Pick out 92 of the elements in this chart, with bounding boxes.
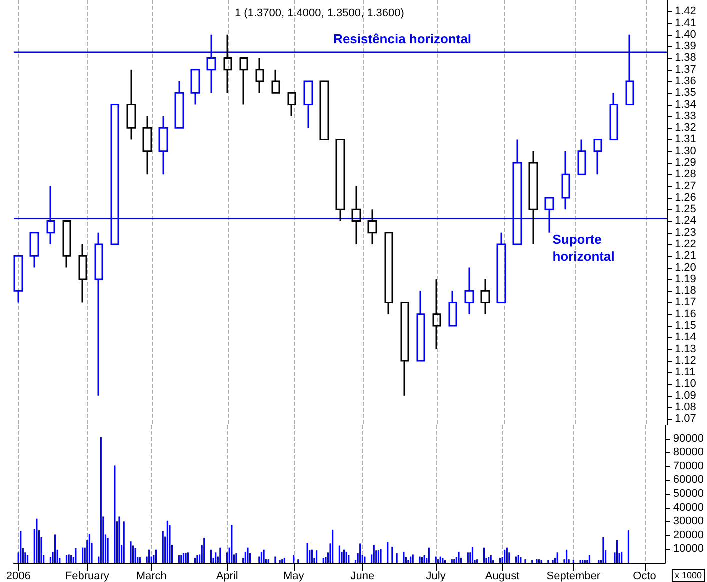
candlestick (94, 232, 104, 397)
y-tick-label: 1.31 (675, 134, 696, 146)
x-tick-label: May (283, 570, 305, 582)
y-tick-label: 1.20 (675, 262, 696, 274)
y-tick-label: 1.34 (675, 98, 696, 111)
candlestick (384, 232, 394, 316)
y-tick-label: 50000 (673, 488, 704, 500)
y-tick-label: 1.25 (675, 204, 696, 216)
candlestick (352, 186, 362, 246)
y-tick-label: 1.07 (675, 413, 696, 426)
y-tick-label: 1.14 (675, 332, 696, 344)
candlestick (174, 80, 184, 129)
candlestick (272, 69, 280, 94)
y-tick-label: 1.24 (675, 215, 696, 228)
x-tick-label: February (65, 570, 110, 582)
candlestick (224, 34, 232, 94)
candlestick (448, 290, 458, 327)
candlestick (240, 57, 248, 106)
candlestick (320, 80, 330, 140)
y-tick-label: 1.08 (675, 402, 696, 414)
candlestick (528, 150, 538, 246)
x-tick-label: September (546, 570, 601, 582)
candlestick (78, 244, 88, 304)
candlestick (400, 302, 410, 397)
candlestick (62, 220, 72, 269)
y-tick-label: 1.22 (675, 238, 696, 251)
y-tick-label: 1.29 (675, 157, 696, 170)
y-tick-label: 1.30 (675, 145, 696, 158)
candlestick (158, 116, 168, 176)
candlestick (594, 138, 602, 176)
x-tick-label: 2006 (6, 570, 31, 582)
text: 1 (1.3700, 1.4000, 1.3500, 1.3600) (235, 8, 404, 20)
x-tick-label: July (426, 570, 446, 582)
y-tick-label: 60000 (673, 474, 704, 486)
y-tick-label: 1.15 (675, 320, 696, 332)
y-tick-label: 20000 (673, 529, 704, 542)
y-tick-label: 1.17 (675, 296, 696, 309)
candlestick (480, 278, 490, 316)
candlestick (562, 150, 570, 210)
y-tick-label: 1.41 (675, 17, 696, 30)
y-tick-label: 1.32 (675, 122, 696, 134)
candlestick (304, 80, 314, 129)
y-tick-label: 1.11 (675, 366, 696, 379)
candlestick (190, 69, 200, 106)
y-tick-label: 30000 (673, 516, 704, 528)
ref-line-label: Resistência horizontal (334, 31, 472, 46)
y-tick-label: 1.19 (675, 273, 696, 286)
y-tick-label: 1.21 (675, 250, 696, 262)
candlestick (30, 232, 40, 269)
y-tick-label: 1.13 (675, 343, 696, 356)
x-tick-label: April (216, 570, 238, 582)
y-tick-label: 1.27 (675, 180, 696, 192)
candlestick (368, 208, 378, 246)
x-tick-label: June (350, 570, 375, 582)
candlestick (336, 138, 346, 222)
y-tick-label: 10000 (673, 543, 704, 556)
candlestick (288, 92, 296, 118)
y-tick-label: 1.26 (675, 192, 696, 204)
candlestick (416, 290, 426, 362)
ref-line-label: Suporte horizontal (552, 232, 615, 264)
y-tick-label: 1.12 (675, 354, 696, 367)
candlestick (126, 69, 136, 140)
y-tick-label: 1.16 (675, 308, 696, 320)
candlestick (610, 92, 618, 140)
candlestick (256, 57, 264, 94)
y-tick-label: 1.38 (675, 52, 696, 64)
y-tick-label: 1.10 (675, 378, 696, 390)
y-tick-label: 1.28 (675, 168, 696, 181)
x-tick-label: Octo (633, 570, 656, 582)
y-tick-label: 70000 (673, 460, 704, 472)
y-tick-label: 1.40 (675, 28, 696, 41)
y-tick-label: 80000 (673, 446, 704, 459)
text: x 1000 (674, 570, 702, 580)
x-tick-label: March (136, 570, 167, 582)
y-tick-label: 1.18 (675, 285, 696, 298)
candlestick (14, 255, 24, 304)
candlestick (432, 278, 442, 350)
y-tick-label: 90000 (673, 432, 704, 445)
y-tick-label: 1.36 (675, 76, 696, 88)
y-tick-label: 1.39 (675, 40, 696, 53)
y-tick-label: 1.35 (675, 87, 696, 100)
y-tick-label: 1.42 (675, 6, 696, 18)
candlestick (142, 116, 152, 176)
y-tick-label: 1.37 (675, 64, 696, 76)
candlestick (464, 267, 474, 316)
candlestick (496, 232, 506, 304)
x-tick-label: August (485, 570, 520, 582)
y-tick-label: 40000 (673, 502, 704, 514)
y-tick-label: 1.23 (675, 226, 696, 239)
y-tick-label: 1.33 (675, 110, 696, 122)
y-tick-label: 1.09 (675, 390, 696, 402)
candlestick (578, 138, 586, 176)
